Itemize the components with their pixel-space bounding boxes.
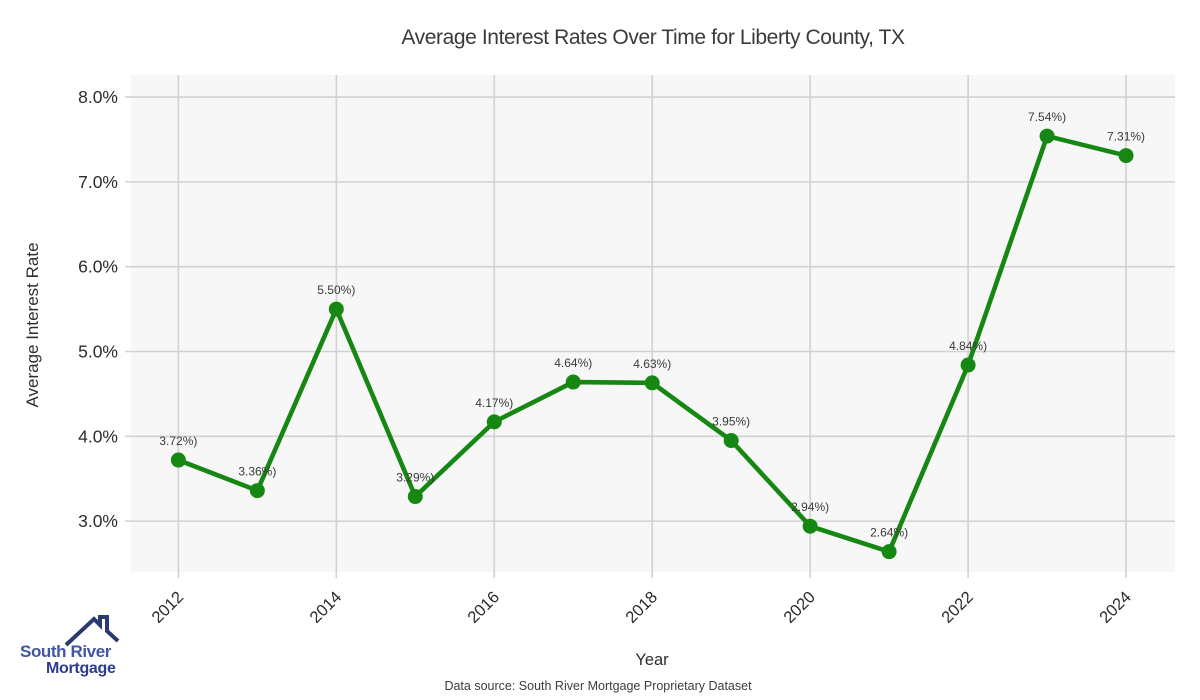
x-tick-label: 2022 [938,588,977,627]
data-point [170,452,186,468]
point-label: 7.31%) [1107,130,1145,144]
y-tick-label: 4.0% [78,426,118,446]
data-point [328,301,344,317]
y-tick-label: 3.0% [78,511,118,531]
house-roof-icon [64,615,120,647]
data-point [802,518,818,534]
data-point [486,414,502,430]
point-label: 2.94%) [791,500,829,514]
point-label: 7.54%) [1028,110,1066,124]
data-point [1118,148,1134,164]
point-label: 3.29%) [396,471,434,485]
x-tick-label: 2024 [1096,588,1135,627]
logo-text-south-river: South River [20,642,112,661]
x-tick-label: 2016 [464,588,503,627]
chart-title: Average Interest Rates Over Time for Lib… [401,26,905,49]
logo-text-mortgage: Mortgage [46,660,116,677]
y-tick-label: 5.0% [78,341,118,361]
y-axis-title: Average Interest Rate [23,242,42,408]
point-label: 3.95%) [712,415,750,429]
data-point [960,357,976,373]
data-point [1039,128,1055,144]
data-point [723,433,739,449]
point-label: 3.36%) [238,465,276,479]
x-tick-label: 2018 [622,588,661,627]
x-tick-label: 2014 [306,588,345,627]
y-tick-label: 6.0% [78,257,118,277]
x-tick-label: 2020 [780,588,819,627]
point-label: 4.84%) [949,339,987,353]
point-label: 3.72%) [159,434,197,448]
x-tick-label: 2012 [149,588,188,627]
point-label: 4.17%) [475,396,513,410]
y-tick-label: 8.0% [78,87,118,107]
data-point [881,544,897,560]
data-point [644,375,660,391]
data-point [565,374,581,390]
point-label: 5.50%) [317,283,355,297]
point-label: 4.63%) [633,357,671,371]
x-axis-title: Year [635,651,669,669]
data-point [249,483,265,499]
point-label: 2.64%) [870,526,908,540]
y-tick-label: 7.0% [78,172,118,192]
point-label: 4.64%) [554,356,592,370]
data-point [407,489,423,505]
data-source-note: Data source: South River Mortgage Propri… [444,679,752,693]
